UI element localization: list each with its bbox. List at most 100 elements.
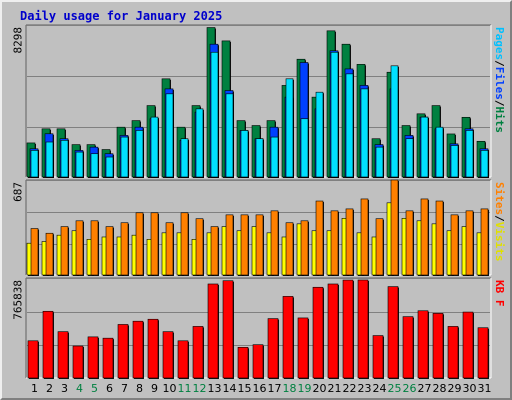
visits-bar-22 xyxy=(345,208,354,276)
kbf-bar-18 xyxy=(282,296,294,379)
hits-panel-legend-part-1: / xyxy=(494,60,507,67)
pages-bar-9 xyxy=(150,116,159,178)
hits-panel-legend-part-3: / xyxy=(494,100,507,107)
pages-bar-10 xyxy=(165,93,174,178)
visits-bar-26 xyxy=(405,210,414,276)
kbf-bar-25 xyxy=(387,286,399,379)
visits-bar-8 xyxy=(135,212,144,276)
x-tick-1: 1 xyxy=(31,382,38,395)
visits-bar-11 xyxy=(180,212,189,276)
kbf-bar-24 xyxy=(372,335,384,379)
kbf-bar-17 xyxy=(267,318,279,379)
x-tick-2: 2 xyxy=(46,382,53,395)
visits-bar-16 xyxy=(255,214,264,276)
kbf-panel-legend-label: KB F xyxy=(494,280,507,307)
kbf-bar-10 xyxy=(162,331,174,379)
visits-bar-9 xyxy=(150,212,159,276)
pages-bar-31 xyxy=(480,150,489,178)
pages-bar-30 xyxy=(465,130,474,178)
kbf-bar-29 xyxy=(447,326,459,379)
visits-bar-13 xyxy=(210,226,219,276)
x-tick-29: 29 xyxy=(448,382,462,395)
visits-bar-6 xyxy=(105,226,114,276)
x-tick-10: 10 xyxy=(163,382,177,395)
pages-bar-16 xyxy=(255,138,264,178)
kbf-bar-28 xyxy=(432,313,444,379)
kbf-bar-19 xyxy=(297,317,309,379)
x-tick-24: 24 xyxy=(373,382,387,395)
kbf-bar-16 xyxy=(252,344,264,379)
x-tick-23: 23 xyxy=(358,382,372,395)
pages-bar-25 xyxy=(390,65,399,178)
kbf-bar-2 xyxy=(42,310,54,379)
pages-bar-18 xyxy=(285,78,294,178)
chart-title: Daily usage for January 2025 xyxy=(20,9,223,23)
hits-panel-legend-label: Pages/Files/Hits xyxy=(494,27,507,133)
x-tick-30: 30 xyxy=(463,382,477,395)
x-tick-7: 7 xyxy=(121,382,128,395)
visits-panel-legend-label: Sites/Visits xyxy=(494,182,507,262)
pages-bar-4 xyxy=(75,151,84,178)
x-tick-4: 4 xyxy=(76,382,83,395)
visits-bar-5 xyxy=(90,220,99,276)
x-tick-21: 21 xyxy=(328,382,342,395)
pages-bar-27 xyxy=(420,116,429,178)
x-tick-31: 31 xyxy=(478,382,492,395)
x-tick-16: 16 xyxy=(253,382,267,395)
kbf-bar-6 xyxy=(102,337,114,379)
visits-bar-7 xyxy=(120,222,129,276)
visits-bar-24 xyxy=(375,218,384,276)
kbf-bar-13 xyxy=(207,283,219,379)
pages-bar-13 xyxy=(210,51,219,178)
visits-bar-15 xyxy=(240,214,249,276)
kbf-bar-20 xyxy=(312,286,324,379)
pages-bar-15 xyxy=(240,130,249,178)
pages-bar-22 xyxy=(345,73,354,178)
x-tick-13: 13 xyxy=(208,382,222,395)
x-tick-14: 14 xyxy=(223,382,237,395)
visits-bar-19 xyxy=(300,220,309,276)
pages-bar-5 xyxy=(90,153,99,178)
x-tick-11: 11 xyxy=(178,382,192,395)
pages-bar-12 xyxy=(195,108,204,178)
x-tick-20: 20 xyxy=(313,382,327,395)
kbf-bar-9 xyxy=(147,318,159,379)
x-tick-3: 3 xyxy=(61,382,68,395)
visits-bar-28 xyxy=(435,200,444,276)
pages-bar-26 xyxy=(405,138,414,178)
pages-bar-28 xyxy=(435,126,444,178)
x-tick-17: 17 xyxy=(268,382,282,395)
x-tick-12: 12 xyxy=(193,382,207,395)
pages-bar-3 xyxy=(60,140,69,178)
kbf-bar-5 xyxy=(87,336,99,379)
kbf-bar-22 xyxy=(342,279,354,379)
x-tick-25: 25 xyxy=(388,382,402,395)
x-tick-22: 22 xyxy=(343,382,357,395)
kbf-bar-7 xyxy=(117,324,129,379)
pages-bar-7 xyxy=(120,136,129,178)
visits-bar-4 xyxy=(75,220,84,276)
pages-bar-29 xyxy=(450,145,459,178)
pages-bar-17 xyxy=(270,136,279,178)
visits-panel-legend-part-2: Visits xyxy=(494,222,507,262)
x-tick-27: 27 xyxy=(418,382,432,395)
kbf-bar-31 xyxy=(477,327,489,379)
x-tick-6: 6 xyxy=(106,382,113,395)
visits-bar-10 xyxy=(165,222,174,276)
visits-bar-17 xyxy=(270,210,279,276)
x-tick-5: 5 xyxy=(91,382,98,395)
hits-panel-legend-part-0: Pages xyxy=(494,27,507,60)
kbf-bar-23 xyxy=(357,279,369,379)
kbf-bar-1 xyxy=(27,340,39,379)
x-tick-19: 19 xyxy=(298,382,312,395)
kbf-panel-max-label: 765838 xyxy=(12,280,25,320)
kbf-panel-legend-part-0: KB F xyxy=(494,280,507,307)
hits-panel-max-label: 8298 xyxy=(12,27,25,54)
kbf-bar-8 xyxy=(132,320,144,379)
x-tick-8: 8 xyxy=(136,382,143,395)
hits-panel-legend-part-4: Hits xyxy=(494,107,507,134)
kbf-bar-27 xyxy=(417,310,429,379)
visits-bar-18 xyxy=(285,222,294,276)
visits-panel-legend-part-1: / xyxy=(494,215,507,222)
